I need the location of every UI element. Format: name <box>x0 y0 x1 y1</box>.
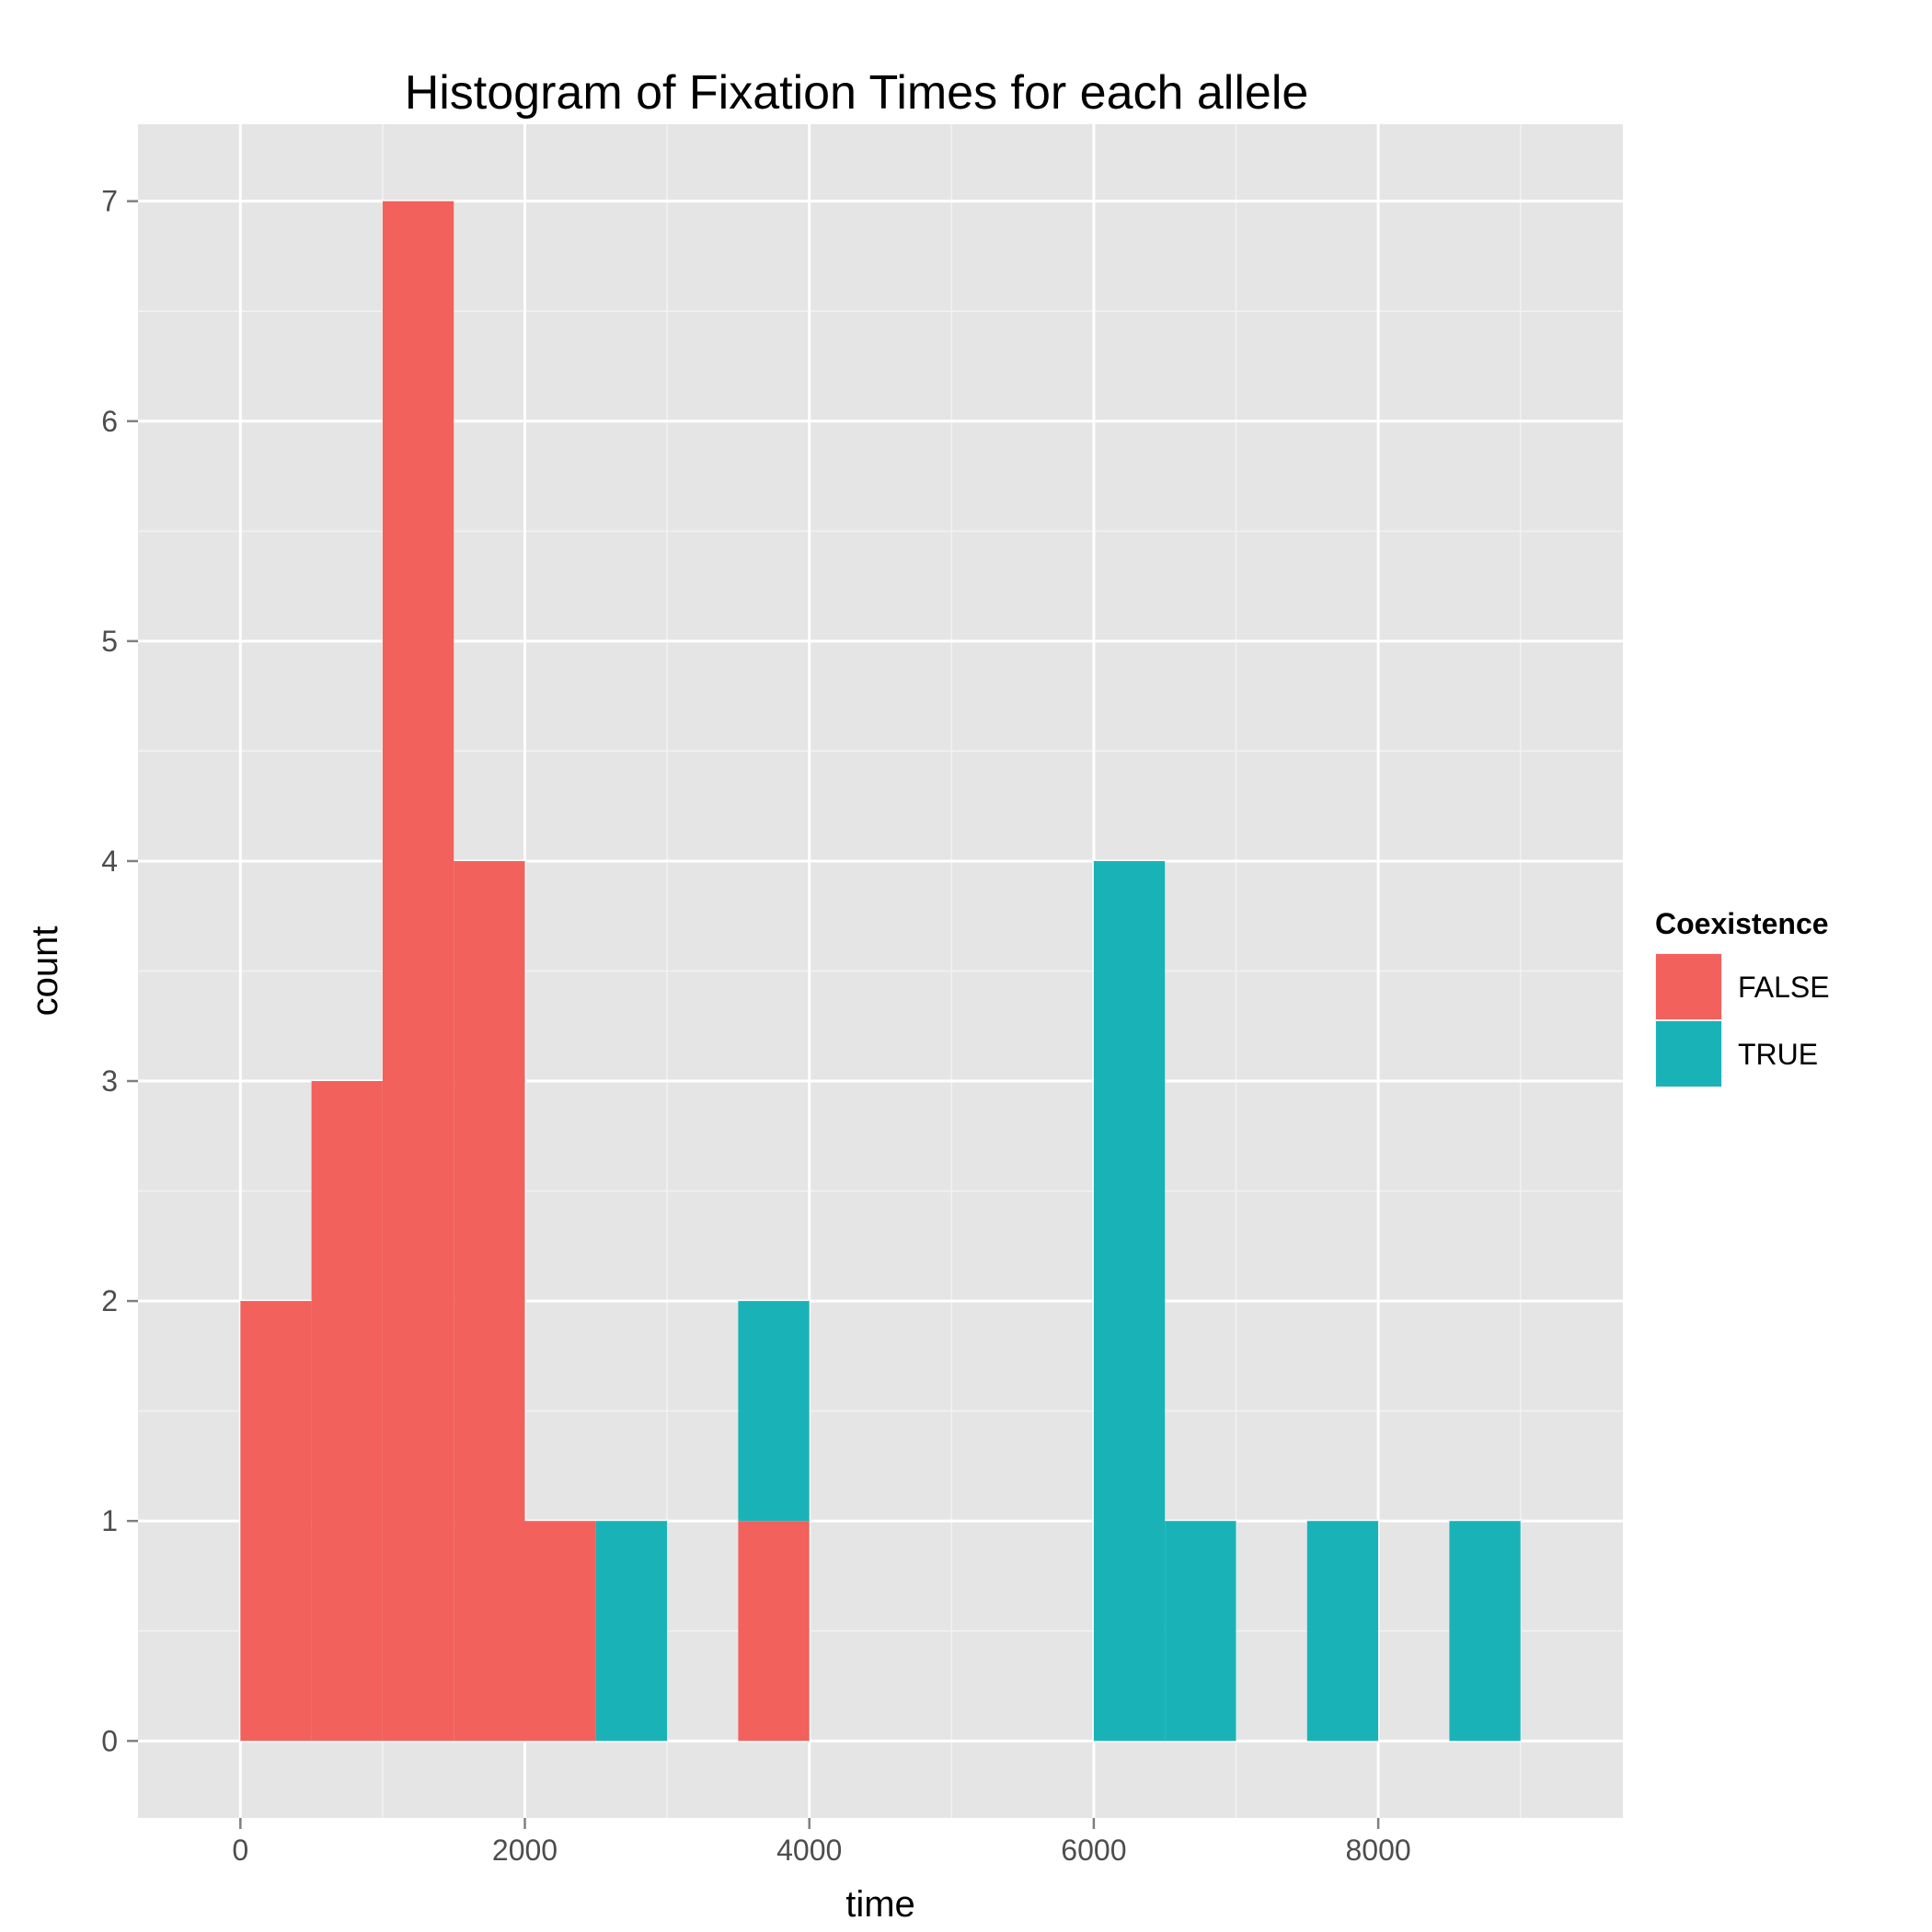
bar-true-6000 <box>1093 860 1166 1742</box>
y-tick-label: 2 <box>101 1284 118 1317</box>
bar-false-1000 <box>382 201 454 1742</box>
y-axis-title: count <box>25 926 65 1017</box>
legend-swatch-true <box>1656 1021 1721 1087</box>
legend-swatch-false <box>1656 954 1721 1019</box>
x-tick-label: 2000 <box>492 1834 558 1867</box>
bar-false-0 <box>240 1301 312 1742</box>
y-tick-label: 3 <box>101 1064 118 1098</box>
bar-false-2000 <box>524 1521 596 1742</box>
x-axis-title: time <box>845 1884 915 1925</box>
bar-true-2500 <box>595 1521 668 1742</box>
chart-title: Histogram of Fixation Times for each all… <box>405 66 1309 120</box>
x-tick-label: 6000 <box>1061 1834 1126 1867</box>
y-tick-label: 5 <box>101 625 118 658</box>
bar-true-7500 <box>1306 1521 1379 1742</box>
y-tick-label: 7 <box>101 185 118 218</box>
y-tick-label: 4 <box>101 845 118 878</box>
y-tick-label: 6 <box>101 405 118 438</box>
histogram-bars <box>240 201 1521 1742</box>
x-axis: 0 2000 4000 6000 8000 <box>232 1818 1411 1867</box>
legend-title: Coexistence <box>1655 907 1829 940</box>
bar-false-500 <box>311 1081 383 1742</box>
bar-true-6500 <box>1165 1521 1236 1742</box>
legend: Coexistence FALSE TRUE <box>1655 907 1830 1087</box>
x-tick-label: 4000 <box>776 1834 842 1867</box>
y-tick-label: 0 <box>101 1724 118 1757</box>
x-tick-label: 0 <box>232 1834 248 1867</box>
y-axis: 0 1 2 3 4 5 6 7 <box>101 185 138 1757</box>
legend-items: FALSE TRUE <box>1655 953 1830 1087</box>
legend-label-false: FALSE <box>1738 971 1830 1004</box>
bar-true-8500 <box>1449 1521 1521 1742</box>
bar-false-3500 <box>738 1521 810 1742</box>
legend-label-true: TRUE <box>1738 1038 1818 1071</box>
y-tick-label: 1 <box>101 1504 118 1537</box>
x-tick-label: 8000 <box>1345 1834 1410 1867</box>
bar-true-3500 <box>738 1301 810 1522</box>
bar-false-1500 <box>454 860 525 1742</box>
